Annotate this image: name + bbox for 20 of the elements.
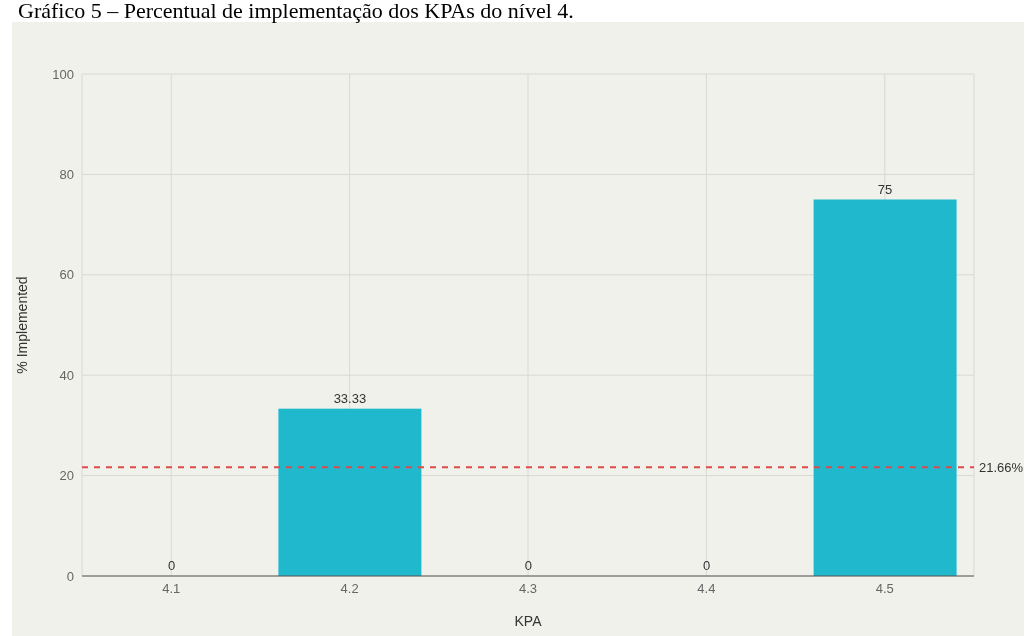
y-tick-label: 100 <box>52 66 74 82</box>
x-tick-label: 4.4 <box>697 581 716 597</box>
data-label: 0 <box>703 558 711 573</box>
y-axis-title: % Implemented <box>13 276 30 374</box>
y-tick-label: 80 <box>59 167 74 183</box>
chart-title: Gráfico 5 – Percentual de implementação dos KPAs do nível 4. <box>18 0 575 23</box>
data-label: 33.33 <box>333 390 367 406</box>
x-tick-label: 4.5 <box>875 581 894 597</box>
data-label: 75 <box>877 181 893 197</box>
x-tick-label: 4.2 <box>340 581 359 597</box>
x-tick-label: 4.3 <box>518 581 538 597</box>
ref-line-label: 21.66% <box>979 459 1024 475</box>
x-tick-label: 4.1 <box>162 581 181 597</box>
y-tick-label: 40 <box>59 367 74 383</box>
data-label: 0 <box>167 558 176 573</box>
data-label: 0 <box>524 558 532 573</box>
y-tick-label: 60 <box>59 267 74 283</box>
x-axis-title: KPA <box>514 613 543 629</box>
y-tick-label: 20 <box>59 468 74 484</box>
y-tick-label: 0 <box>66 568 74 584</box>
